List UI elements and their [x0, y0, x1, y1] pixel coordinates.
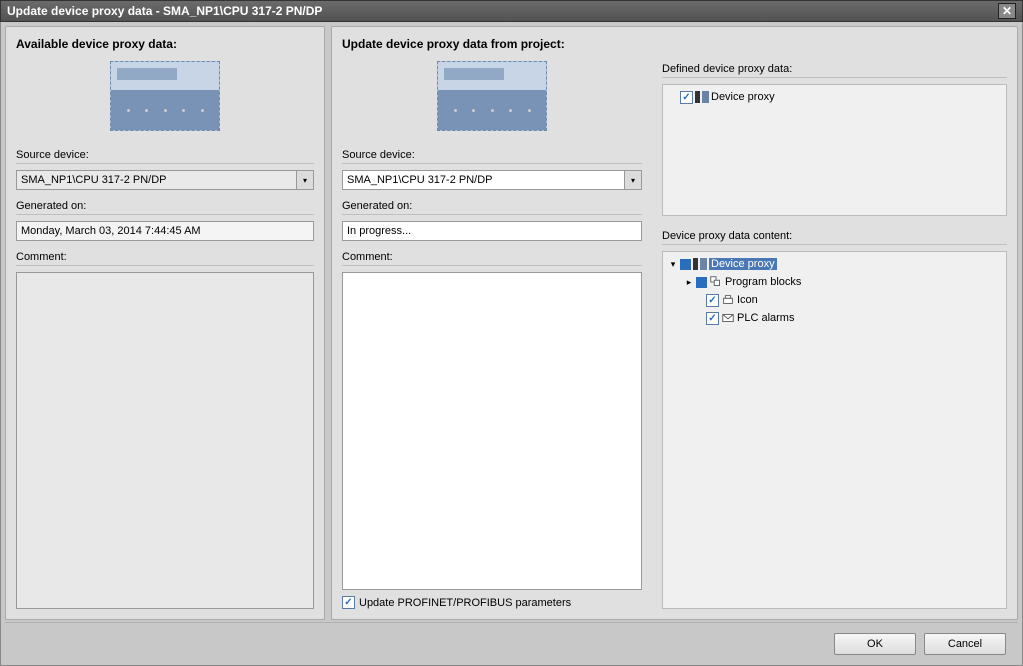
- update-parameters-checkbox[interactable]: [342, 596, 355, 609]
- ok-button[interactable]: OK: [834, 633, 916, 655]
- tree-item-checkbox[interactable]: [696, 277, 707, 288]
- main-area: Available device proxy data: Source devi…: [5, 26, 1018, 620]
- source-device-value-left: SMA_NP1\CPU 317-2 PN/DP: [17, 174, 296, 186]
- dropdown-icon[interactable]: ▾: [624, 171, 641, 189]
- tree-item-label: Program blocks: [725, 276, 801, 288]
- tree-item-label: Icon: [737, 294, 758, 306]
- update-parameters-row[interactable]: Update PROFINET/PROFIBUS parameters: [342, 596, 642, 609]
- tree-item-label: PLC alarms: [737, 312, 794, 324]
- tree-item-plc-alarms[interactable]: PLC alarms: [666, 309, 1003, 327]
- update-parameters-label: Update PROFINET/PROFIBUS parameters: [359, 597, 571, 609]
- blocks-icon: [709, 275, 723, 289]
- comment-textarea-left: [16, 272, 314, 609]
- envelope-icon: [721, 311, 735, 325]
- defined-item-label: Device proxy: [711, 91, 775, 103]
- collapse-icon[interactable]: ▾: [668, 259, 678, 270]
- generated-on-label-right: Generated on:: [342, 200, 642, 212]
- source-device-combo-right[interactable]: SMA_NP1\CPU 317-2 PN/DP ▾: [342, 170, 642, 190]
- source-device-label: Source device:: [16, 149, 314, 161]
- cancel-button[interactable]: Cancel: [924, 633, 1006, 655]
- defined-heading: Defined device proxy data:: [662, 63, 1007, 75]
- update-form-column: Update device proxy data from project: S…: [342, 37, 642, 609]
- generated-on-label-left: Generated on:: [16, 200, 314, 212]
- device-thumbnail-right: [437, 61, 547, 131]
- defined-list[interactable]: Device proxy: [662, 84, 1007, 216]
- device-thumbnail-left: [110, 61, 220, 131]
- content-tree[interactable]: ▾ Device proxy ▸ Program blocks: [662, 251, 1007, 609]
- tree-item-checkbox[interactable]: [706, 312, 719, 325]
- button-bar: OK Cancel: [5, 623, 1018, 661]
- window-body: Available device proxy data: Source devi…: [0, 22, 1023, 666]
- generated-on-value-left: Monday, March 03, 2014 7:44:45 AM: [16, 221, 314, 241]
- tree-item-program-blocks[interactable]: ▸ Program blocks: [666, 273, 1003, 291]
- tree-root-label: Device proxy: [709, 258, 777, 270]
- comment-label-left: Comment:: [16, 251, 314, 263]
- source-device-label-right: Source device:: [342, 149, 642, 161]
- data-trees-column: Defined device proxy data: Device proxy …: [642, 37, 1007, 609]
- defined-item-checkbox[interactable]: [680, 91, 693, 104]
- tree-item-icon[interactable]: Icon: [666, 291, 1003, 309]
- tree-root-row[interactable]: ▾ Device proxy: [666, 255, 1003, 273]
- available-heading: Available device proxy data:: [16, 37, 314, 51]
- device-icon: [695, 91, 709, 103]
- content-heading: Device proxy data content:: [662, 230, 1007, 242]
- dropdown-icon: ▾: [296, 171, 313, 189]
- close-icon[interactable]: ✕: [998, 3, 1016, 19]
- update-panel: Update device proxy data from project: S…: [331, 26, 1018, 620]
- tree-item-checkbox[interactable]: [706, 294, 719, 307]
- device-icon: [693, 258, 707, 270]
- generated-on-value-right: In progress...: [342, 221, 642, 241]
- tree-root-checkbox[interactable]: [680, 259, 691, 270]
- update-heading: Update device proxy data from project:: [342, 37, 642, 51]
- comment-label-right: Comment:: [342, 251, 642, 263]
- available-panel: Available device proxy data: Source devi…: [5, 26, 325, 620]
- printer-icon: [721, 293, 735, 307]
- expand-icon[interactable]: ▸: [684, 277, 694, 288]
- defined-item-row[interactable]: Device proxy: [666, 88, 1003, 106]
- title-bar: Update device proxy data - SMA_NP1\CPU 3…: [0, 0, 1023, 22]
- source-device-combo-left: SMA_NP1\CPU 317-2 PN/DP ▾: [16, 170, 314, 190]
- source-device-value-right: SMA_NP1\CPU 317-2 PN/DP: [343, 174, 624, 186]
- comment-textarea-right[interactable]: [342, 272, 642, 590]
- window-title: Update device proxy data - SMA_NP1\CPU 3…: [7, 4, 322, 18]
